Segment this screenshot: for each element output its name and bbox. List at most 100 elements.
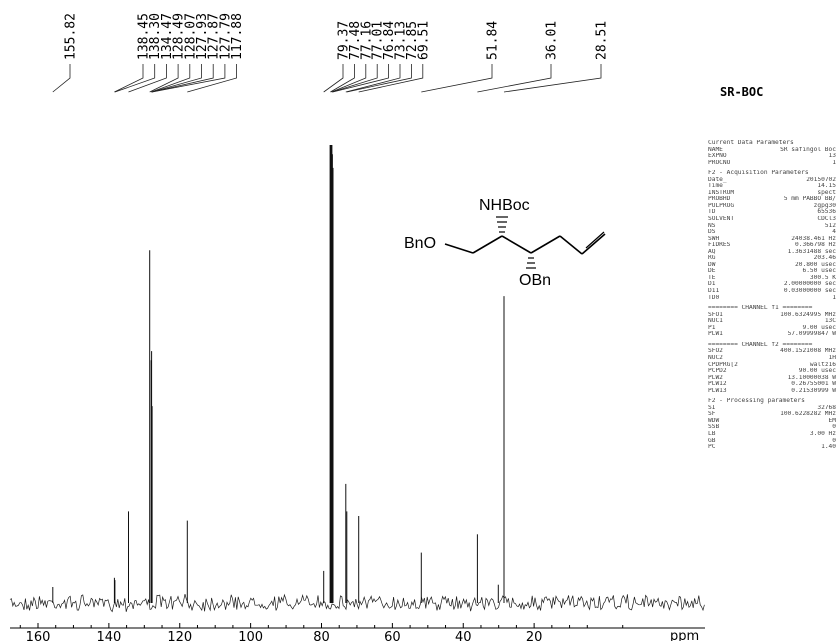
parameter-name: PLW1 — [708, 331, 723, 338]
parameter-value: 1.40 — [821, 444, 836, 451]
parameter-row: AQ 1.3631488 sec — [708, 249, 836, 256]
parameter-value: 1 — [832, 159, 836, 166]
parameter-row: RG 203.46 — [708, 255, 836, 262]
parameter-value: 0.03000000 sec — [783, 288, 836, 295]
peak-leader-line — [151, 64, 202, 93]
peak-label: 117.88 — [230, 13, 245, 60]
peak-label: 77.16 — [359, 21, 374, 60]
peak-label: 51.84 — [486, 21, 501, 60]
parameter-value: 24038.461 Hz — [791, 235, 836, 242]
peak-leader-line — [114, 64, 156, 93]
parameter-name: SF — [708, 411, 716, 418]
parameter-name: WDW — [708, 417, 720, 424]
parameter-value: 1H — [828, 354, 836, 361]
parameter-value: 203.46 — [813, 255, 836, 262]
peak-label: 127.87 — [207, 13, 222, 60]
peak-leader-line — [331, 64, 378, 93]
peak-leader-lines — [52, 64, 602, 93]
peak-leader-line — [345, 64, 401, 93]
parameter-row: NUC2 1H — [708, 355, 836, 362]
spectrum-peaks — [52, 145, 505, 603]
parameter-row: PULPROG zgpg30 — [708, 203, 836, 210]
parameter-name: SFO1 — [708, 311, 723, 318]
parameter-row: NAME SR safingol Boc — [708, 147, 836, 154]
parameter-row: D1 2.00000000 sec — [708, 281, 836, 288]
peak-label: 76.84 — [382, 21, 397, 60]
peak-label: 69.51 — [416, 21, 431, 60]
parameter-name: DS — [708, 229, 716, 236]
parameter-row: PC 1.40 — [708, 444, 836, 451]
parameter-name: PLW2 — [708, 374, 723, 381]
parameter-row: Time 14.15 — [708, 183, 836, 190]
peak-leader-line — [421, 64, 493, 93]
parameter-value: 13C — [824, 318, 836, 325]
parameter-value: 13 — [828, 153, 836, 160]
parameter-row: INSTRUM spect — [708, 190, 836, 197]
parameter-section-header: F2 - Processing parameters — [708, 398, 805, 405]
x-axis-tick-labels: 160 140 120 100 80 60 40 20 — [26, 630, 543, 641]
parameter-row: SFO2 400.1521008 MHz — [708, 348, 836, 355]
parameter-name: DE — [708, 268, 716, 275]
parameter-value: 100.6324995 MHz — [780, 311, 836, 318]
parameter-value: 512 — [824, 222, 836, 229]
parameter-row: CPDPRG[2 waltz16 — [708, 362, 836, 369]
peak-leader-line — [332, 64, 389, 93]
peak-label-group: 155.82 138.45138.30134.47128.49128.07127.… — [64, 13, 610, 60]
parameter-row: EXPNO 13 — [708, 153, 836, 160]
peak-leader-line — [331, 64, 367, 93]
peak-label: 73.13 — [394, 21, 409, 60]
parameter-name: PLW13 — [708, 387, 727, 394]
peak-leader-line — [323, 64, 344, 93]
parameter-row: SFO1 100.6324995 MHz — [708, 312, 836, 319]
parameter-name: DW — [708, 261, 716, 268]
parameter-name: PROCNO — [708, 159, 731, 166]
obn-label: OBn — [519, 272, 551, 289]
peak-leader-line — [330, 64, 355, 93]
peak-label: 77.48 — [348, 21, 363, 60]
x-tick-label: 100 — [238, 630, 263, 641]
x-tick-label: 40 — [455, 630, 472, 641]
parameter-value: 13.10000038 W — [787, 374, 836, 381]
parameter-row: PLW12 0.26755001 W — [708, 381, 836, 388]
peak-leader-line — [151, 64, 214, 93]
parameter-row: SOLVENT CDCl3 — [708, 216, 836, 223]
parameter-value: CDCl3 — [817, 216, 836, 223]
parameter-row: SWH 24038.461 Hz — [708, 236, 836, 243]
parameter-value: 2.00000000 sec — [783, 281, 836, 288]
parameter-name: NUC1 — [708, 318, 723, 325]
nhboc-label: NHBoc — [479, 197, 530, 214]
parameter-row: NS 512 — [708, 223, 836, 230]
parameter-value: 5 mm PABBO BB/ — [783, 196, 836, 203]
parameter-name: EXPNO — [708, 153, 727, 160]
parameter-name: LB — [708, 430, 716, 437]
x-tick-label: 80 — [313, 630, 330, 641]
parameter-row: TD0 1 — [708, 295, 836, 302]
peak-label: 134.47 — [160, 13, 175, 60]
parameter-value: 0.21530999 W — [791, 387, 836, 394]
parameter-row: LB 3.00 Hz — [708, 431, 836, 438]
peak-leader-line — [151, 64, 191, 93]
parameter-value: 57.09999847 W — [787, 331, 836, 338]
parameter-row: DS 4 — [708, 229, 836, 236]
sample-title: SR-BOC — [720, 85, 764, 99]
parameter-row: Date_ 20150702 — [708, 177, 836, 184]
peak-leader-line — [149, 64, 179, 93]
parameter-section-header: F2 - Acquisition Parameters — [708, 170, 809, 177]
peak-leader-line — [477, 64, 552, 93]
parameter-row: PCPD2 90.00 usec — [708, 368, 836, 375]
x-axis-label: ppm — [670, 629, 699, 641]
peak-leader-line — [114, 64, 144, 93]
peak-label: 128.49 — [172, 13, 187, 60]
peak-leader-line — [152, 64, 226, 93]
parameter-name: SSB — [708, 424, 720, 431]
parameter-section-header: ======== CHANNEL f1 ======== — [708, 305, 813, 312]
parameter-name: GB — [708, 437, 716, 444]
acquisition-parameters-panel: Current Data Parameters NAME SR safingol B… — [708, 140, 836, 451]
peak-label: 36.01 — [545, 21, 560, 60]
parameter-name: INSTRUM — [708, 189, 735, 196]
parameter-row: PLW1 57.09999847 W — [708, 331, 836, 338]
parameter-row: NUC1 13C — [708, 318, 836, 325]
bno-label: BnO — [404, 235, 436, 252]
parameter-value: 4 — [832, 229, 836, 236]
parameter-value: 20.800 usec — [795, 261, 836, 268]
